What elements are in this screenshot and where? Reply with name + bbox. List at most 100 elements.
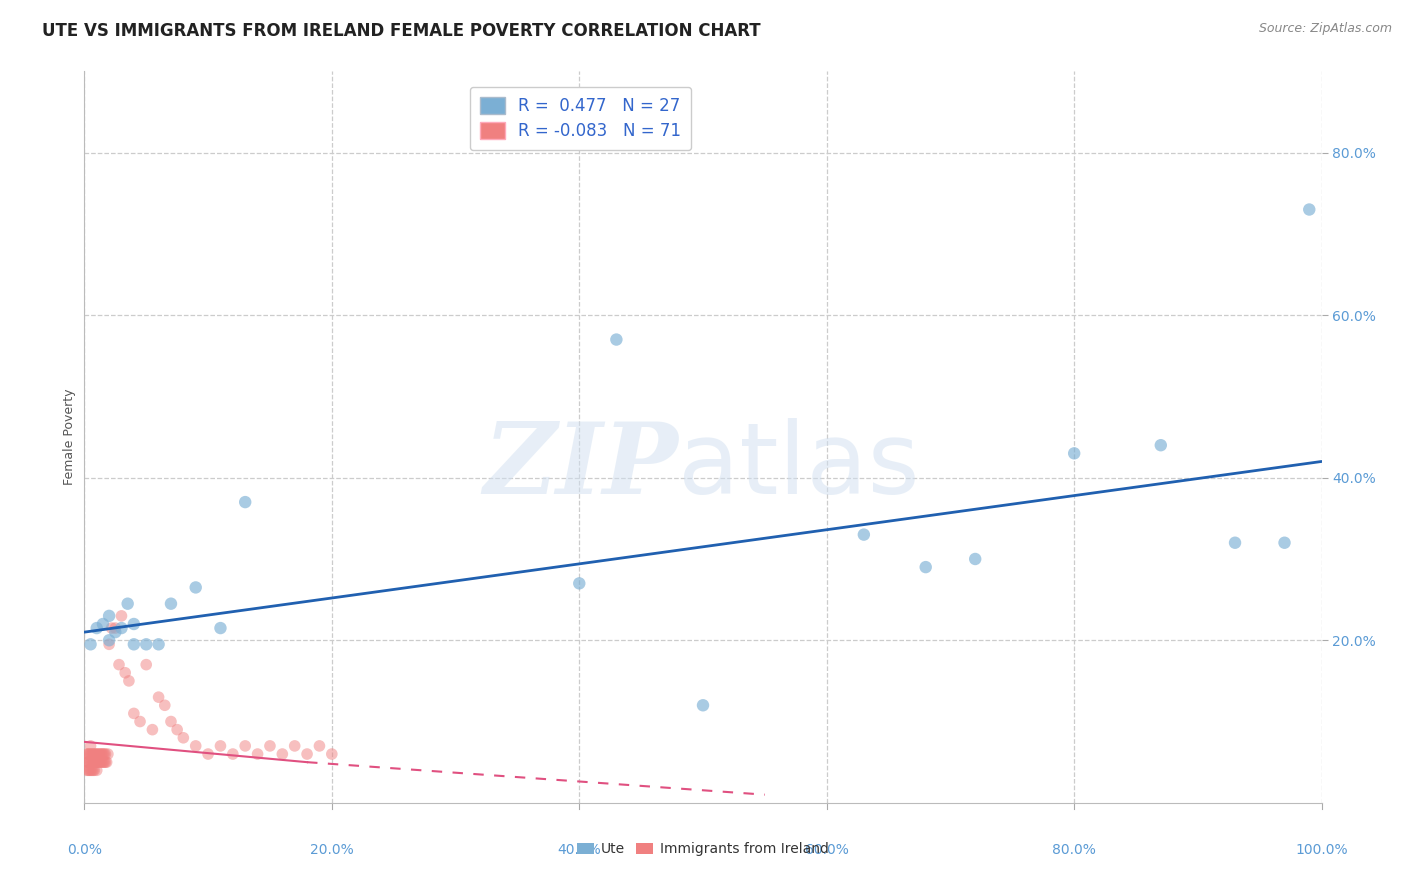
Point [129, 714, 152, 729]
Point [148, 690, 170, 705]
Point [1298, 202, 1320, 217]
Point [308, 739, 330, 753]
Point [118, 673, 141, 688]
Point [80, 747, 103, 761]
Text: 100.0%: 100.0% [1295, 843, 1348, 857]
Point [110, 621, 132, 635]
Point [100, 621, 122, 635]
Point [1223, 535, 1246, 549]
Text: Source: ZipAtlas.com: Source: ZipAtlas.com [1258, 22, 1392, 36]
Point [90, 755, 112, 769]
Point [122, 617, 145, 632]
Point [76, 764, 98, 778]
Point [87, 755, 110, 769]
Point [209, 739, 232, 753]
Point [86, 621, 108, 635]
Text: UTE VS IMMIGRANTS FROM IRELAND FEMALE POVERTY CORRELATION CHART: UTE VS IMMIGRANTS FROM IRELAND FEMALE PO… [42, 22, 761, 40]
Point [77, 764, 100, 778]
Point [83, 764, 105, 778]
Point [110, 608, 132, 623]
Point [108, 657, 131, 672]
Text: 0.0%: 0.0% [67, 843, 101, 857]
Point [79, 755, 101, 769]
Point [93, 747, 115, 761]
Point [233, 739, 256, 753]
Point [104, 621, 127, 635]
Point [90, 747, 112, 761]
Point [122, 706, 145, 721]
Point [233, 495, 256, 509]
Point [77, 747, 100, 761]
Point [79, 755, 101, 769]
Point [141, 723, 163, 737]
Text: ZIP: ZIP [484, 418, 678, 515]
Point [605, 333, 627, 347]
Point [692, 698, 714, 713]
Point [96, 755, 118, 769]
Point [89, 755, 111, 769]
Point [86, 764, 108, 778]
Point [82, 747, 104, 761]
Point [91, 617, 114, 632]
Point [91, 747, 114, 761]
Point [104, 625, 127, 640]
Text: 60.0%: 60.0% [804, 843, 849, 857]
Point [94, 747, 117, 761]
Point [114, 665, 136, 680]
Point [76, 755, 98, 769]
Point [914, 560, 936, 574]
Point [94, 755, 117, 769]
Point [153, 698, 176, 713]
Point [89, 755, 111, 769]
Point [172, 731, 194, 745]
Text: 40.0%: 40.0% [557, 843, 602, 857]
Point [83, 755, 105, 769]
Point [965, 552, 987, 566]
Point [93, 755, 115, 769]
Point [89, 747, 111, 761]
Point [148, 637, 170, 651]
Point [89, 747, 111, 761]
Point [77, 755, 100, 769]
Point [80, 764, 103, 778]
Text: 80.0%: 80.0% [1052, 843, 1097, 857]
Point [98, 633, 121, 648]
Point [79, 764, 101, 778]
Point [122, 637, 145, 651]
Point [135, 657, 157, 672]
Point [79, 747, 101, 761]
Point [197, 747, 219, 761]
Point [82, 755, 104, 769]
Point [246, 747, 269, 761]
Point [91, 755, 114, 769]
Point [160, 597, 183, 611]
Point [166, 723, 188, 737]
Point [222, 747, 245, 761]
Point [184, 581, 207, 595]
Point [321, 747, 343, 761]
Text: 20.0%: 20.0% [309, 843, 354, 857]
Point [97, 747, 120, 761]
Point [87, 747, 110, 761]
Point [271, 747, 294, 761]
Point [1063, 446, 1085, 460]
Point [79, 739, 101, 753]
Point [79, 637, 101, 651]
Point [184, 739, 207, 753]
Point [1274, 535, 1296, 549]
Point [86, 747, 108, 761]
Point [135, 637, 157, 651]
Point [79, 764, 101, 778]
Text: atlas: atlas [678, 417, 920, 515]
Point [84, 755, 107, 769]
Point [117, 597, 139, 611]
Point [209, 621, 232, 635]
Point [852, 527, 875, 541]
Point [79, 747, 101, 761]
Point [1150, 438, 1173, 452]
Point [98, 608, 121, 623]
Y-axis label: Female Poverty: Female Poverty [63, 389, 76, 485]
Point [80, 755, 103, 769]
Point [84, 747, 107, 761]
Point [82, 764, 104, 778]
